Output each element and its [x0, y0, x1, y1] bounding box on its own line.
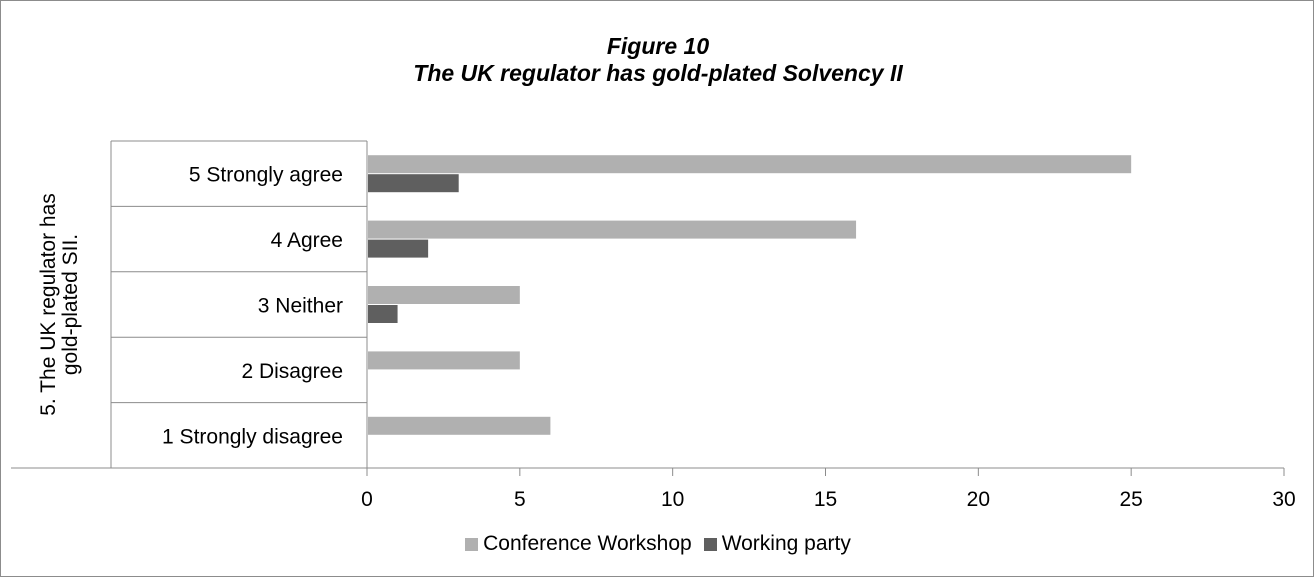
legend-label: Conference Workshop — [483, 532, 692, 555]
chart-title-block: Figure 10 The UK regulator has gold-plat… — [1, 33, 1314, 87]
group-label-line-2: gold-plated SII. — [59, 234, 82, 375]
category-label: 3 Neither — [258, 295, 343, 318]
legend-label: Working party — [721, 532, 851, 555]
legend-item: Working party — [703, 532, 851, 556]
x-tick-label: 0 — [361, 488, 373, 511]
chart-subtitle: The UK regulator has gold-plated Solvenc… — [413, 60, 903, 86]
bar-working-party — [368, 174, 459, 193]
group-label: 5. The UK regulator hasgold-plated SII. — [37, 193, 82, 416]
bar-conference-workshop — [368, 286, 520, 304]
x-tick-label: 20 — [967, 488, 990, 511]
x-tick-label: 15 — [814, 488, 837, 511]
legend-swatch — [703, 537, 717, 551]
bar-conference-workshop — [368, 416, 551, 435]
category-label: 4 Agree — [271, 229, 343, 252]
legend-item: Conference Workshop — [465, 532, 692, 556]
group-label-line-1: 5. The UK regulator has — [37, 193, 60, 416]
x-tick-label: 10 — [661, 488, 684, 511]
category-label: 1 Strongly disagree — [162, 425, 343, 448]
x-tick-label: 5 — [514, 488, 526, 511]
bar-conference-workshop — [368, 220, 857, 239]
bar-working-party — [368, 239, 429, 258]
bar-conference-workshop — [368, 351, 520, 370]
x-tick-label: 30 — [1272, 488, 1295, 511]
chart-legend: Conference Workshop Working party — [1, 532, 1314, 556]
legend-swatch — [465, 537, 479, 551]
bar-conference-workshop — [368, 155, 1132, 174]
chart-title: Figure 10 — [606, 33, 710, 59]
category-label: 2 Disagree — [241, 360, 343, 383]
x-tick-label: 25 — [1119, 488, 1142, 511]
bar-working-party — [368, 305, 398, 323]
category-label: 5 Strongly agree — [189, 164, 343, 187]
